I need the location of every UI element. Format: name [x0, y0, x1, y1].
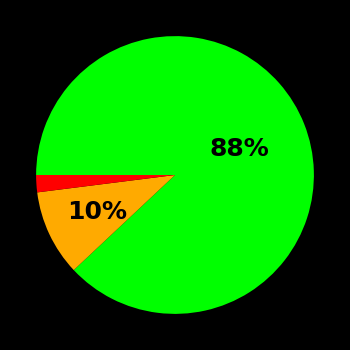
Wedge shape	[36, 36, 314, 314]
Text: 10%: 10%	[67, 199, 127, 224]
Wedge shape	[36, 175, 175, 192]
Text: 88%: 88%	[210, 138, 270, 161]
Wedge shape	[37, 175, 175, 270]
